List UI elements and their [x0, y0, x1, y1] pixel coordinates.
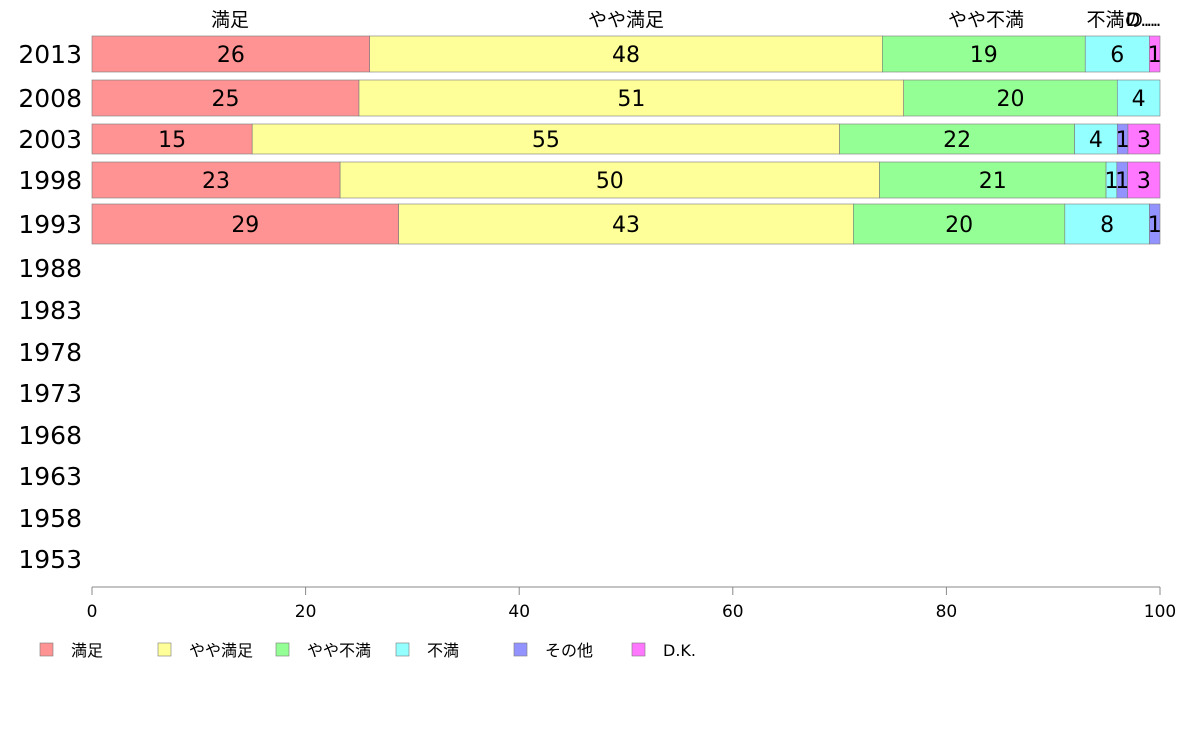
- bar-2008-3: [1116, 79, 1161, 117]
- year-label-1998: 1998: [18, 166, 82, 195]
- top-category-labels: 満足 やや満足 やや不満 不満の...D...: [211, 9, 1162, 31]
- year-axis: 2013 2008 2003 1998 1993 1988 1983 1978 1973 1968…: [18, 40, 82, 574]
- bar-label-1998-5: 3: [1137, 169, 1151, 194]
- bar-label-2013-5: 1: [1148, 43, 1162, 68]
- bar-label-2003-4: 1: [1116, 128, 1130, 153]
- bar-2003-1: [251, 123, 840, 155]
- bar-label-1993-1: 43: [612, 213, 640, 238]
- bar-2003-3: [1074, 123, 1118, 155]
- x-tick-label-0: 0: [87, 602, 98, 622]
- bar-2003-0: [91, 123, 253, 155]
- bar-1998-0: [91, 161, 341, 199]
- bar-label-2013-3: 6: [1110, 43, 1124, 68]
- legend-swatch-1: [157, 642, 172, 657]
- x-tick-label-20: 20: [295, 602, 317, 622]
- year-label-1993: 1993: [18, 210, 82, 239]
- x-tick-label-40: 40: [508, 602, 530, 622]
- legend-label-0: 満足: [71, 641, 103, 660]
- legend-swatch-0: [39, 642, 54, 657]
- x-tick-label-80: 80: [936, 602, 958, 622]
- bar-1993-3: [1064, 203, 1150, 245]
- bar-2003-5: [1127, 123, 1161, 155]
- bar-label-2003-5: 3: [1137, 128, 1151, 153]
- bar-2008-0: [91, 79, 360, 117]
- x-axis: 0 20 40 60 80 100: [87, 586, 1176, 622]
- bar-label-1998-1: 50: [596, 169, 624, 194]
- bar-2008-2: [903, 79, 1118, 117]
- bar-label-1993-2: 20: [945, 213, 973, 238]
- bar-label-1993-3: 8: [1100, 213, 1114, 238]
- bar-label-2008-0: 25: [212, 87, 240, 112]
- top-label-0: 満足: [211, 9, 249, 31]
- top-label-1: やや満足: [588, 9, 664, 31]
- year-label-1983: 1983: [18, 296, 82, 325]
- legend-label-1: やや満足: [189, 641, 253, 660]
- year-label-1963: 1963: [18, 462, 82, 491]
- bars: 26 48 19 6 125 51 20 415 55 22 4 1 323 50 21 11 329 43 20 8…: [91, 35, 1162, 245]
- year-label-1968: 1968: [18, 421, 82, 450]
- year-label-2008: 2008: [18, 84, 82, 113]
- bar-2008-1: [358, 79, 904, 117]
- year-label-1978: 1978: [18, 338, 82, 367]
- bar-1993-2: [853, 203, 1066, 245]
- legend: 満足 やや満足 やや不満 不満 その他 D.K.: [39, 641, 696, 660]
- bar-2013-1: [369, 35, 883, 73]
- legend-swatch-3: [395, 642, 410, 657]
- bar-label-2013-1: 48: [612, 43, 640, 68]
- top-label-2: やや不満: [948, 9, 1024, 31]
- bar-2013-5: [1149, 35, 1161, 73]
- bar-1998-1: [339, 161, 880, 199]
- legend-label-2: やや不満: [307, 641, 371, 660]
- legend-label-4: その他: [545, 641, 593, 660]
- year-label-1988: 1988: [18, 254, 82, 283]
- x-tick-label-60: 60: [722, 602, 744, 622]
- x-tick-label-100: 100: [1144, 602, 1176, 622]
- bar-label-2003-3: 4: [1089, 128, 1103, 153]
- bar-1998-2: [879, 161, 1107, 199]
- bar-label-1998-3: 1: [1104, 169, 1118, 194]
- legend-swatch-5: [631, 642, 646, 657]
- bar-1998-5: [1127, 161, 1161, 199]
- bar-label-2008-1: 51: [617, 87, 645, 112]
- year-label-2003: 2003: [18, 125, 82, 154]
- year-label-1973: 1973: [18, 379, 82, 408]
- bar-label-2008-3: 4: [1132, 87, 1146, 112]
- legend-swatch-2: [275, 642, 290, 657]
- bar-label-2013-2: 19: [970, 43, 998, 68]
- legend-swatch-4: [513, 642, 528, 657]
- bar-label-1998-4: 1: [1115, 169, 1129, 194]
- bar-label-1998-2: 21: [979, 169, 1007, 194]
- bar-label-1998-0: 23: [202, 169, 230, 194]
- bar-label-1993-0: 29: [231, 213, 259, 238]
- bar-label-2008-2: 20: [996, 87, 1024, 112]
- year-label-1953: 1953: [18, 545, 82, 574]
- legend-label-3: 不満: [427, 641, 459, 660]
- bar-1993-1: [398, 203, 854, 245]
- bar-label-2003-2: 22: [943, 128, 971, 153]
- bar-label-2003-0: 15: [158, 128, 186, 153]
- bar-1993-4: [1149, 203, 1161, 245]
- top-label-3: 不満の...: [1086, 9, 1161, 31]
- top-label-4: D...: [1126, 9, 1159, 31]
- legend-label-5: D.K.: [663, 641, 696, 660]
- bar-1993-0: [91, 203, 399, 245]
- bar-label-1993-4: 1: [1148, 213, 1162, 238]
- year-label-1958: 1958: [18, 504, 82, 533]
- bar-2003-2: [839, 123, 1075, 155]
- year-label-2013: 2013: [18, 40, 82, 69]
- bar-label-2013-0: 26: [217, 43, 245, 68]
- bar-label-2003-1: 55: [532, 128, 560, 153]
